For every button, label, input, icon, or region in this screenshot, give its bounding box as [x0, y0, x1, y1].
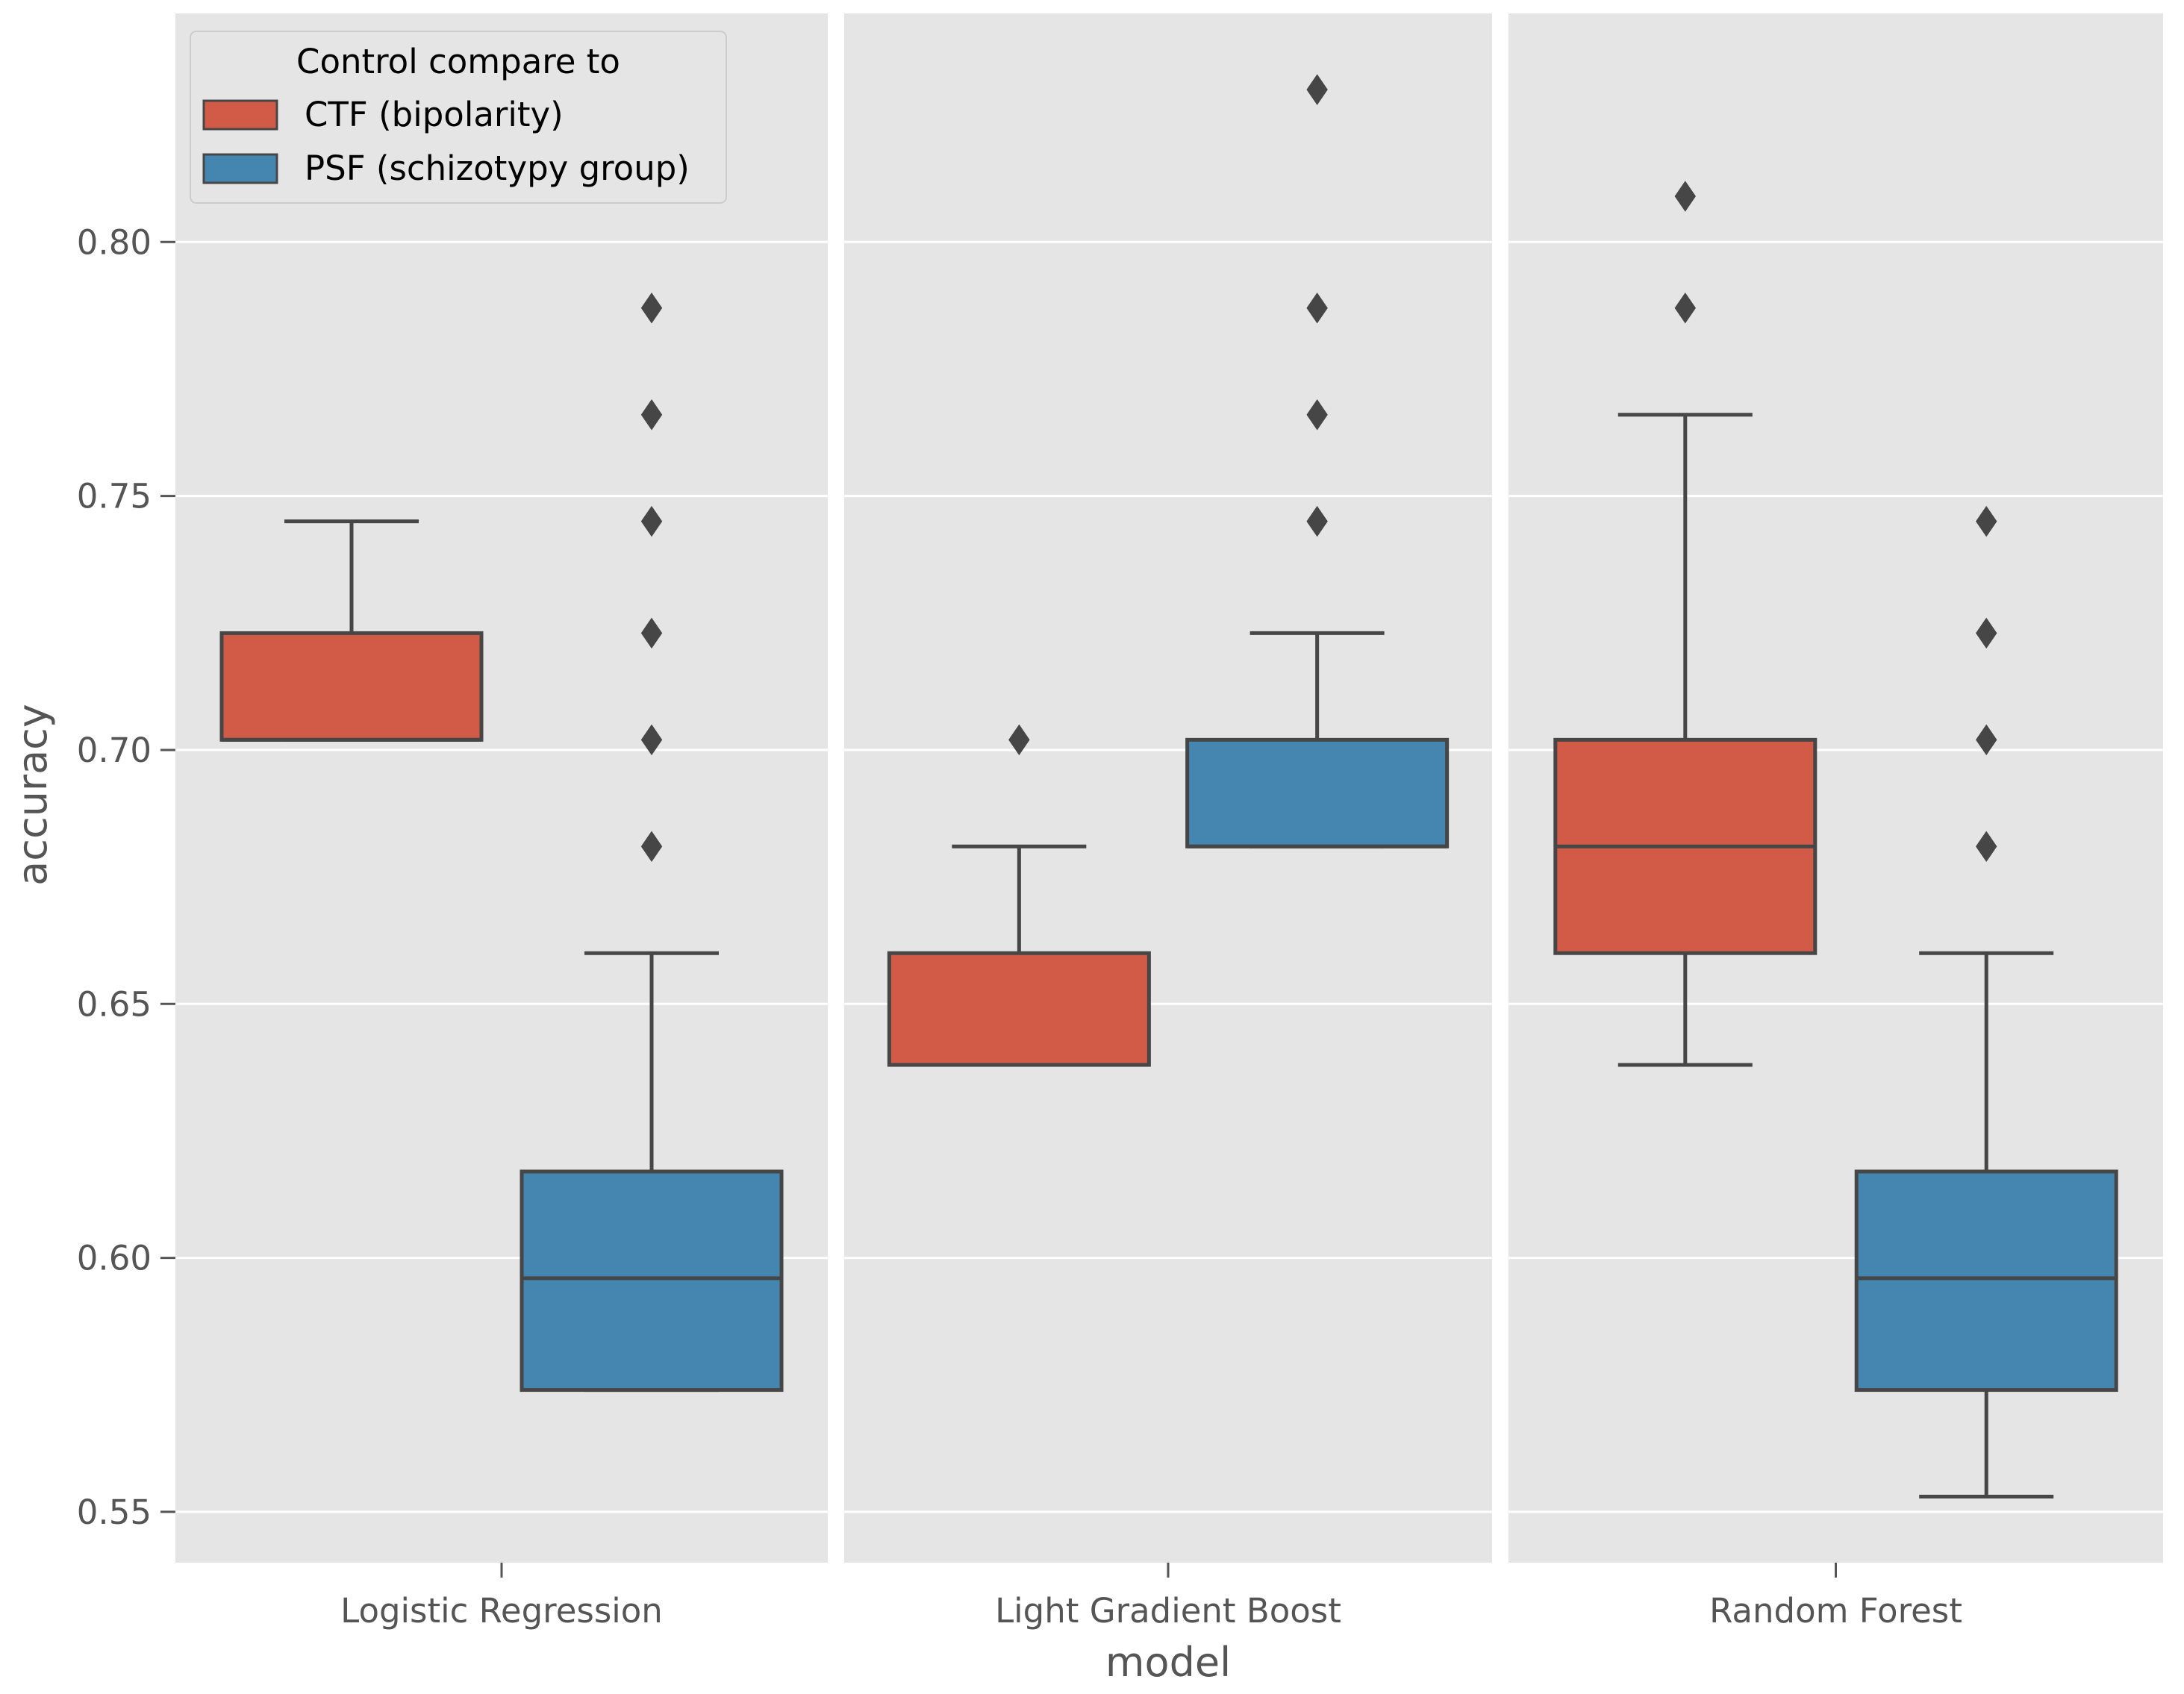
x-axis-label: model [1105, 1639, 1231, 1686]
x-tick-label: Light Gradient Boost [995, 1591, 1341, 1631]
legend-frame [190, 31, 727, 204]
x-axis: Logistic Regression Light Gradient Boost R… [340, 1563, 1962, 1631]
box-body [1854, 1169, 2118, 1393]
box-psf [1185, 74, 1450, 848]
box-body [1185, 737, 1450, 848]
y-tick-label: 0.80 [77, 222, 152, 262]
outlier-point [1975, 724, 1997, 756]
box-groups [219, 74, 2118, 1499]
outlier-point [1008, 724, 1030, 756]
box-ctf [219, 519, 484, 742]
y-axis-label: accuracy [9, 704, 56, 886]
outlier-point [1306, 505, 1328, 537]
outlier-point [640, 831, 663, 863]
legend-swatch-ctf [202, 99, 278, 131]
outlier-point [1674, 293, 1697, 324]
box-ctf [887, 724, 1151, 1067]
outlier-point [1975, 617, 1997, 649]
box-psf [520, 293, 784, 1393]
outlier-point [1975, 505, 1997, 537]
box-body [887, 951, 1151, 1067]
outlier-point [640, 724, 663, 756]
outlier-point [1975, 831, 1997, 863]
y-tick-label: 0.65 [77, 984, 152, 1024]
outlier-point [1306, 399, 1328, 431]
outlier-point [640, 505, 663, 537]
box-ctf [1553, 181, 1818, 1067]
y-tick-label: 0.70 [77, 731, 152, 770]
outlier-point [1306, 293, 1328, 324]
legend: Control compare to CTF (bipolarity) PSF … [190, 31, 727, 204]
x-tick-label: Random Forest [1709, 1591, 1962, 1631]
outlier-point [640, 399, 663, 431]
legend-label-ctf: CTF (bipolarity) [305, 95, 564, 134]
outlier-point [1306, 74, 1328, 105]
box-psf [1854, 505, 2118, 1499]
outlier-point [640, 617, 663, 649]
y-tick-label: 0.75 [77, 477, 152, 516]
y-tick-label: 0.55 [77, 1493, 152, 1532]
legend-title: Control compare to [296, 42, 620, 81]
outlier-point [640, 293, 663, 324]
x-tick-label: Logistic Regression [340, 1591, 663, 1631]
y-tick-label: 0.60 [77, 1239, 152, 1278]
box-body [520, 1169, 784, 1393]
y-axis: 0.55 0.60 0.65 0.70 0.75 0.80 [77, 222, 175, 1532]
legend-label-psf: PSF (schizotypy group) [305, 149, 690, 188]
legend-swatch-psf [202, 153, 278, 184]
outlier-point [1674, 181, 1697, 212]
box-body [219, 631, 484, 742]
